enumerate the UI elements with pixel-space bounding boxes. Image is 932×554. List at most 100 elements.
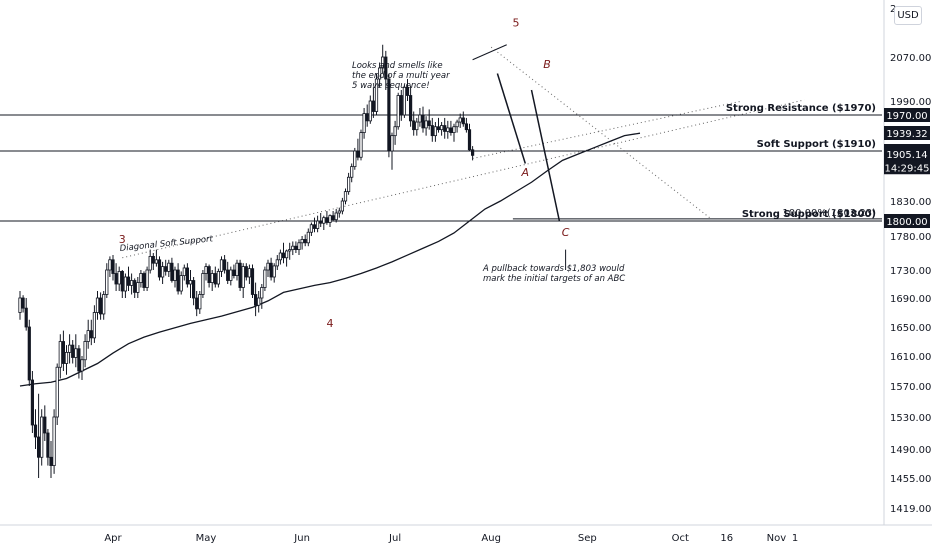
candle-body-94[interactable]: [309, 224, 314, 233]
candle-body-98[interactable]: [322, 217, 326, 224]
candle-body-115[interactable]: [374, 78, 379, 112]
candle-body-33[interactable]: [120, 270, 124, 292]
candle-body-144[interactable]: [464, 123, 469, 131]
candle-body-116[interactable]: [377, 67, 382, 80]
candle-body-127[interactable]: [412, 120, 416, 131]
candle-body-100[interactable]: [328, 215, 332, 223]
candle-body-141[interactable]: [455, 121, 459, 128]
candle-body-67[interactable]: [226, 269, 230, 281]
candle-body-95[interactable]: [312, 224, 317, 229]
candle-body-43[interactable]: [151, 255, 155, 264]
diagonal-support-line[interactable]: [122, 99, 805, 259]
candle-body-9[interactable]: [46, 432, 50, 458]
candle-body-21[interactable]: [83, 341, 87, 361]
candle-body-15[interactable]: [64, 351, 69, 364]
candle-body-103[interactable]: [337, 210, 341, 214]
candle-body-130[interactable]: [421, 114, 425, 129]
candle-body-4[interactable]: [30, 379, 35, 426]
candle-body-101[interactable]: [331, 215, 335, 221]
candle-body-96[interactable]: [315, 220, 320, 229]
candle-body-110[interactable]: [359, 132, 363, 158]
candle-body-62[interactable]: [210, 273, 214, 284]
candle-body-12[interactable]: [55, 366, 59, 418]
candle-body-36[interactable]: [129, 280, 134, 286]
candle-body-56[interactable]: [191, 280, 196, 299]
candle-body-128[interactable]: [415, 121, 419, 131]
candle-body-61[interactable]: [207, 266, 211, 284]
moving-average-line[interactable]: [19, 132, 641, 387]
candle-body-66[interactable]: [222, 259, 227, 271]
candle-body-111[interactable]: [362, 113, 366, 134]
candle-body-29[interactable]: [108, 259, 112, 271]
candle-body-79[interactable]: [263, 269, 267, 288]
candle-body-136[interactable]: [439, 125, 444, 131]
candle-body-64[interactable]: [216, 270, 220, 285]
candle-body-114[interactable]: [371, 100, 376, 112]
candle-body-85[interactable]: [281, 252, 286, 259]
wave-line-5-a[interactable]: [496, 73, 527, 164]
candle-body-38[interactable]: [136, 282, 140, 293]
candle-body-134[interactable]: [433, 126, 438, 137]
candle-body-65[interactable]: [219, 259, 224, 272]
candle-body-84[interactable]: [278, 252, 283, 261]
candle-body-122[interactable]: [396, 95, 400, 128]
candle-body-48[interactable]: [167, 262, 171, 272]
candle-body-74[interactable]: [247, 268, 251, 278]
candle-body-117[interactable]: [381, 56, 385, 69]
candle-body-45[interactable]: [157, 259, 162, 278]
candle-body-129[interactable]: [418, 114, 422, 123]
candle-body-91[interactable]: [300, 238, 304, 244]
candle-body-142[interactable]: [458, 117, 462, 123]
candle-body-44[interactable]: [154, 259, 158, 264]
candle-body-10[interactable]: [49, 456, 53, 466]
candle-body-140[interactable]: [452, 126, 456, 134]
candle-body-106[interactable]: [346, 176, 351, 193]
candle-body-70[interactable]: [235, 262, 239, 277]
candle-body-123[interactable]: [399, 95, 403, 116]
candle-body-121[interactable]: [393, 126, 397, 137]
candle-body-0[interactable]: [18, 297, 22, 313]
candle-body-119[interactable]: [387, 78, 391, 152]
candle-body-78[interactable]: [260, 287, 264, 299]
candle-body-87[interactable]: [288, 249, 292, 252]
candle-body-2[interactable]: [24, 307, 28, 328]
candle-body-14[interactable]: [61, 341, 66, 364]
candle-body-102[interactable]: [334, 212, 338, 221]
candle-body-46[interactable]: [160, 266, 165, 278]
candle-body-58[interactable]: [198, 294, 202, 310]
candle-body-146[interactable]: [470, 149, 475, 156]
candle-body-75[interactable]: [250, 268, 255, 295]
candle-body-60[interactable]: [204, 266, 208, 274]
candle-body-27[interactable]: [102, 294, 106, 315]
candle-body-59[interactable]: [201, 273, 205, 295]
candle-body-105[interactable]: [343, 191, 348, 202]
candle-body-50[interactable]: [173, 269, 177, 281]
candle-body-81[interactable]: [269, 262, 273, 278]
candle-body-92[interactable]: [303, 238, 307, 244]
candle-body-82[interactable]: [272, 265, 276, 278]
candle-body-77[interactable]: [257, 297, 261, 306]
candle-body-90[interactable]: [297, 242, 301, 251]
candle-body-22[interactable]: [86, 330, 90, 342]
candle-body-83[interactable]: [275, 259, 279, 267]
candle-body-107[interactable]: [350, 166, 354, 178]
candle-body-30[interactable]: [111, 259, 115, 274]
candle-body-3[interactable]: [27, 326, 31, 381]
candle-body-17[interactable]: [71, 344, 75, 358]
candle-body-126[interactable]: [408, 95, 413, 122]
candle-body-99[interactable]: [325, 217, 329, 223]
candle-body-93[interactable]: [306, 231, 310, 244]
candle-body-76[interactable]: [253, 294, 258, 306]
candle-body-6[interactable]: [37, 436, 41, 458]
candle-body-80[interactable]: [266, 262, 270, 271]
candle-body-109[interactable]: [356, 150, 360, 158]
candle-body-57[interactable]: [195, 297, 199, 310]
candle-body-89[interactable]: [294, 245, 298, 250]
candle-body-20[interactable]: [80, 359, 84, 372]
candle-body-34[interactable]: [123, 276, 127, 292]
candle-body-7[interactable]: [40, 416, 44, 458]
candle-body-104[interactable]: [340, 200, 345, 212]
candle-body-68[interactable]: [229, 269, 233, 281]
candle-body-72[interactable]: [241, 266, 245, 288]
